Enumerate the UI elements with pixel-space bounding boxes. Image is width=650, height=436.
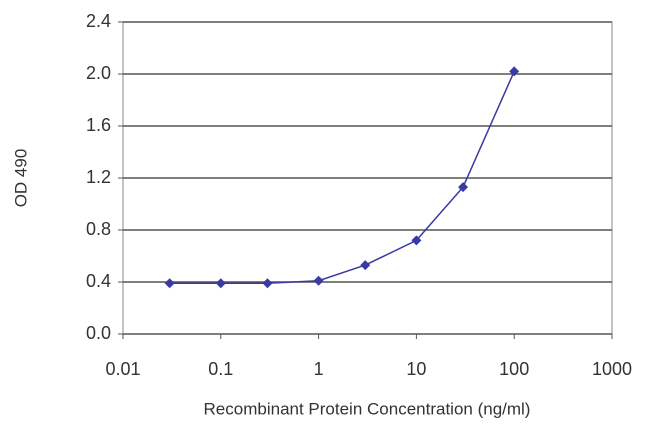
data-point [360,260,371,271]
y-tick-label: 2.0 [86,63,111,83]
y-tick-label: 0.0 [86,323,111,343]
y-tick-label: 0.4 [86,271,111,291]
y-axis-title: OD 490 [11,149,30,208]
data-point [411,235,422,246]
x-tick-label: 100 [499,359,529,379]
y-tick-label: 1.2 [86,167,111,187]
y-tick-label: 1.6 [86,115,111,135]
data-point [313,275,324,286]
x-axis-title: Recombinant Protein Concentration (ng/ml… [204,399,531,418]
data-point [509,66,520,77]
x-tick-label: 0.01 [105,359,140,379]
x-tick-label: 1000 [592,359,632,379]
data-point [262,278,273,289]
x-tick-label: 1 [314,359,324,379]
series-line [169,71,515,285]
y-tick-label: 0.8 [86,219,111,239]
x-tick-label: 10 [406,359,426,379]
y-tick-label: 2.4 [86,11,111,31]
data-point [164,278,175,289]
x-tick-label: 0.1 [208,359,233,379]
data-point [215,278,226,289]
data-point [458,182,469,193]
